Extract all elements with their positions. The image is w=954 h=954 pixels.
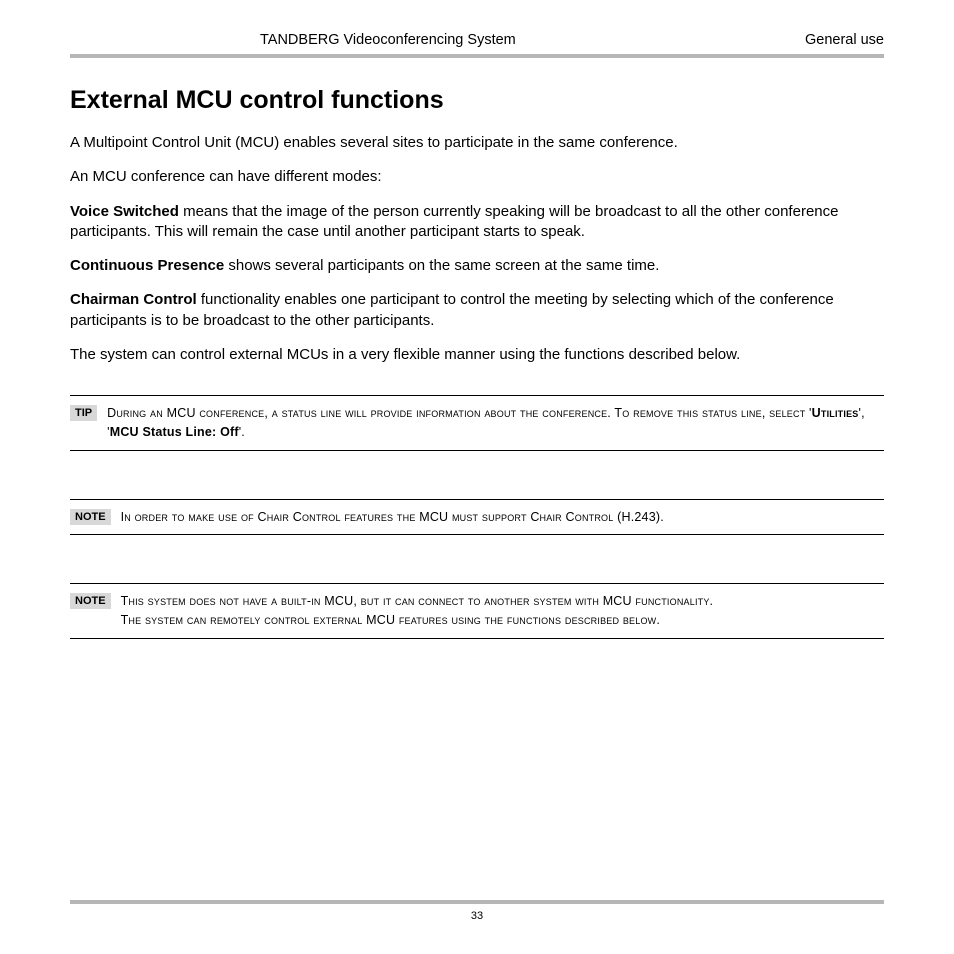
note-1-text: In order to make use of Chair Control fe… bbox=[121, 508, 664, 527]
closing-paragraph: The system can control external MCUs in … bbox=[70, 345, 884, 365]
mode-voice-switched: Voice Switched means that the image of t… bbox=[70, 202, 884, 243]
tip-utilities-label: Utilities bbox=[812, 406, 859, 420]
mode-chairman-control: Chairman Control functionality enables o… bbox=[70, 290, 884, 331]
footer-divider bbox=[70, 900, 884, 904]
header-section-name: General use bbox=[805, 32, 884, 48]
page-number: 33 bbox=[70, 910, 884, 922]
tip-text-part1: During an MCU conference, a status line … bbox=[107, 406, 812, 420]
note-2-text: This system does not have a built-in MCU… bbox=[121, 592, 714, 630]
mode-description: means that the image of the person curre… bbox=[70, 203, 838, 240]
note-2-line-1: This system does not have a built-in MCU… bbox=[121, 592, 714, 611]
section-title: External MCU control functions bbox=[70, 86, 884, 115]
note-callout-1: NOTE In order to make use of Chair Contr… bbox=[70, 499, 884, 536]
document-page: TANDBERG Videoconferencing System Genera… bbox=[0, 0, 954, 954]
note-2-line-2: The system can remotely control external… bbox=[121, 611, 714, 630]
mode-label: Continuous Presence bbox=[70, 257, 224, 274]
mode-label: Chairman Control bbox=[70, 291, 197, 308]
header-product-name: TANDBERG Videoconferencing System bbox=[260, 32, 516, 48]
tip-callout: TIP During an MCU conference, a status l… bbox=[70, 395, 884, 451]
note-badge: NOTE bbox=[70, 593, 111, 609]
tip-badge: TIP bbox=[70, 405, 97, 421]
note-callout-2: NOTE This system does not have a built-i… bbox=[70, 583, 884, 639]
tip-end: '. bbox=[239, 425, 245, 439]
callout-group: TIP During an MCU conference, a status l… bbox=[70, 395, 884, 639]
mode-label: Voice Switched bbox=[70, 203, 179, 220]
intro-paragraph-2: An MCU conference can have different mod… bbox=[70, 167, 884, 187]
note-badge: NOTE bbox=[70, 509, 111, 525]
intro-paragraph-1: A Multipoint Control Unit (MCU) enables … bbox=[70, 133, 884, 153]
page-header: TANDBERG Videoconferencing System Genera… bbox=[70, 32, 884, 52]
mode-description: shows several participants on the same s… bbox=[224, 257, 659, 274]
header-divider bbox=[70, 54, 884, 58]
page-footer: 33 bbox=[70, 900, 884, 922]
tip-status-label: MCU Status Line: Off bbox=[110, 425, 239, 439]
tip-text: During an MCU conference, a status line … bbox=[107, 404, 884, 442]
mode-continuous-presence: Continuous Presence shows several partic… bbox=[70, 256, 884, 276]
